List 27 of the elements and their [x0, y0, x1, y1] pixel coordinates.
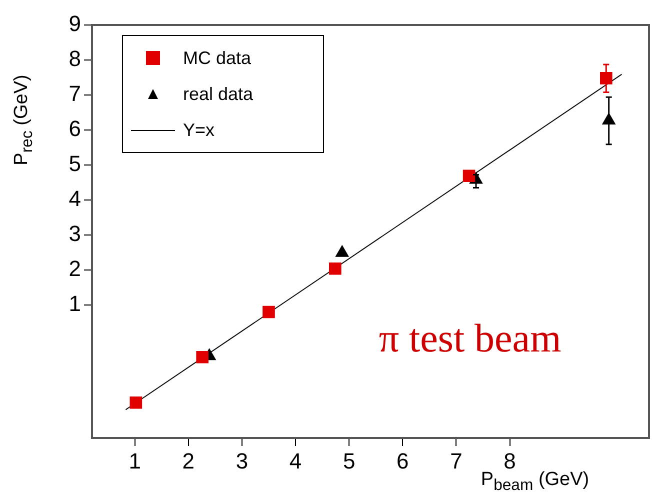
legend-label: real data — [183, 84, 254, 104]
x-tick-label: 6 — [396, 448, 409, 474]
x-tick-label: 2 — [182, 448, 195, 474]
x-tick-label: 1 — [128, 448, 141, 474]
point — [600, 72, 612, 84]
y-tick-label: 3 — [68, 221, 81, 246]
y-tick-label: 9 — [68, 11, 81, 36]
point — [130, 396, 142, 409]
y-tick-label: 5 — [68, 151, 81, 176]
legend-label: Y=x — [183, 120, 215, 140]
y-tick-label: 2 — [68, 256, 81, 282]
x-tick-label: 5 — [342, 448, 356, 474]
x-tick-label: 4 — [289, 448, 302, 474]
x-tick-label: 3 — [236, 448, 248, 474]
point — [336, 245, 349, 257]
y-tick-label: 4 — [68, 186, 81, 212]
point — [262, 306, 275, 318]
legend-label: MC data — [183, 48, 252, 68]
y-tick-label: 8 — [68, 46, 81, 72]
point — [196, 350, 208, 364]
annotation: π test beam — [378, 314, 562, 362]
y-tick-label: 1 — [68, 291, 81, 316]
point — [328, 262, 342, 275]
x-tick-label: 7 — [450, 448, 462, 474]
y-tick-label: 7 — [68, 81, 81, 106]
point — [462, 170, 476, 182]
y-tick-label: 6 — [68, 116, 81, 142]
